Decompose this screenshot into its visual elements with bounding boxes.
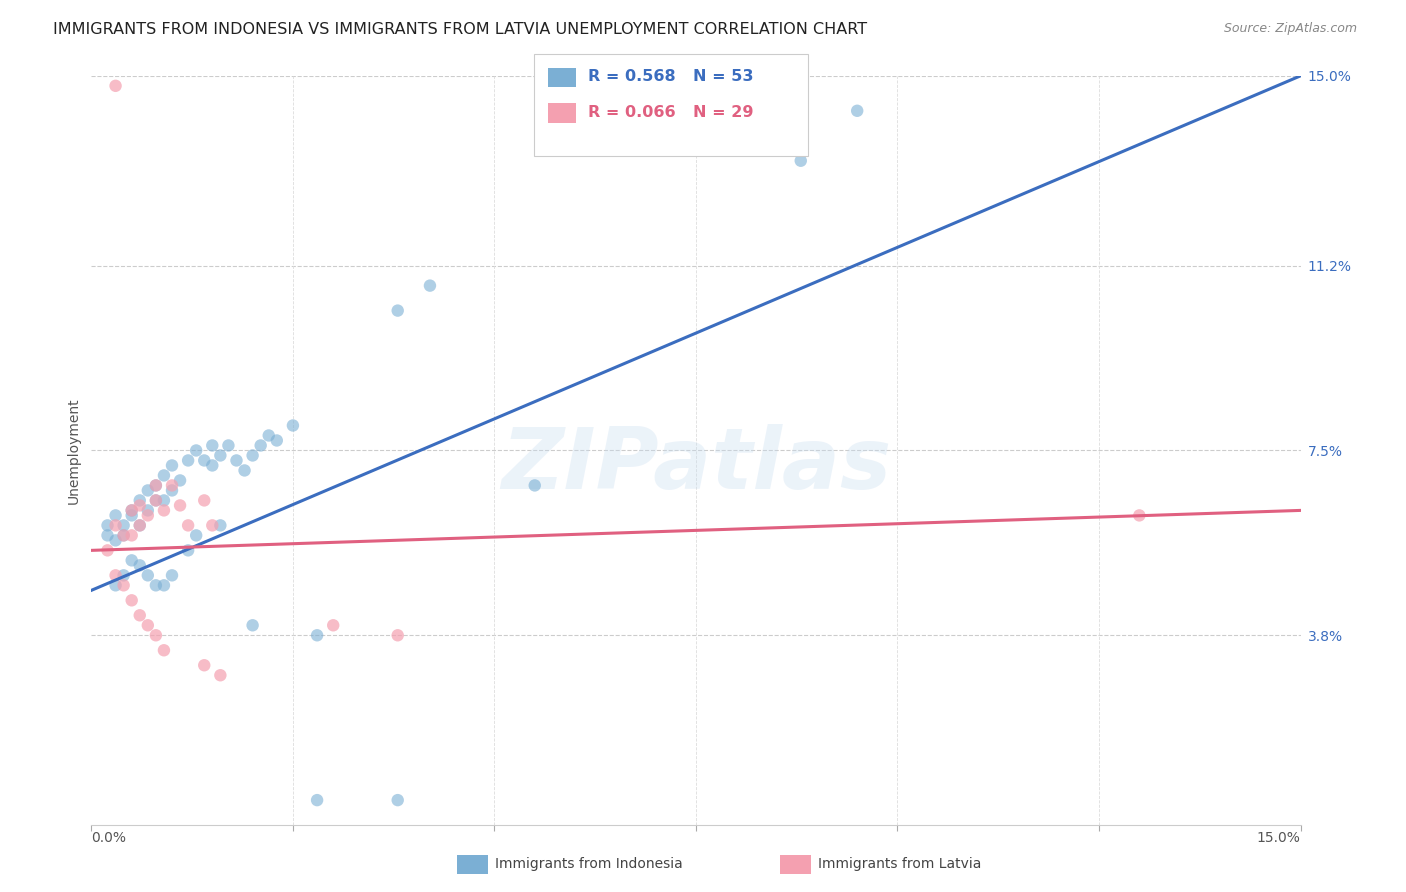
Point <box>322 618 344 632</box>
Text: Immigrants from Indonesia: Immigrants from Indonesia <box>495 857 683 871</box>
Point <box>145 478 167 492</box>
Point <box>160 458 183 473</box>
Point <box>201 518 224 533</box>
Text: N = 53: N = 53 <box>693 70 754 84</box>
Point <box>145 478 167 492</box>
Point <box>160 478 183 492</box>
Point <box>104 508 127 523</box>
Point <box>96 528 118 542</box>
Point <box>128 499 150 513</box>
Point <box>153 643 176 657</box>
Point <box>307 793 329 807</box>
Point <box>233 463 256 477</box>
Point <box>225 453 247 467</box>
Text: R = 0.066: R = 0.066 <box>588 105 675 120</box>
Point <box>419 278 441 293</box>
Point <box>112 578 135 592</box>
Text: 15.0%: 15.0% <box>1257 831 1301 845</box>
Point <box>136 503 159 517</box>
Point <box>104 518 127 533</box>
Point <box>242 618 264 632</box>
Point <box>790 153 813 168</box>
Point <box>186 528 208 542</box>
Point <box>169 474 191 488</box>
Point <box>193 493 215 508</box>
Point <box>121 528 143 542</box>
Point <box>136 508 159 523</box>
Point <box>121 593 143 607</box>
Point <box>249 438 271 452</box>
Point <box>145 628 167 642</box>
Point <box>160 568 183 582</box>
Text: 0.0%: 0.0% <box>91 831 127 845</box>
Point <box>121 503 143 517</box>
Point <box>177 518 200 533</box>
Point <box>153 503 176 517</box>
Point <box>209 518 232 533</box>
Point <box>523 478 546 492</box>
Point <box>104 533 127 548</box>
Point <box>128 608 150 623</box>
Text: IMMIGRANTS FROM INDONESIA VS IMMIGRANTS FROM LATVIA UNEMPLOYMENT CORRELATION CHA: IMMIGRANTS FROM INDONESIA VS IMMIGRANTS … <box>53 22 868 37</box>
Point <box>201 458 224 473</box>
Point <box>153 578 176 592</box>
Point <box>121 503 143 517</box>
Point <box>387 793 409 807</box>
Text: N = 29: N = 29 <box>693 105 754 120</box>
Point <box>177 543 200 558</box>
Point <box>128 518 150 533</box>
Point <box>160 483 183 498</box>
Point <box>121 508 143 523</box>
Point <box>242 449 264 463</box>
Point <box>128 493 150 508</box>
Point <box>136 618 159 632</box>
Point <box>145 493 167 508</box>
Point <box>209 668 232 682</box>
Point <box>209 449 232 463</box>
Point <box>186 443 208 458</box>
Point <box>128 558 150 573</box>
Point <box>169 499 191 513</box>
Point <box>104 568 127 582</box>
Point <box>177 453 200 467</box>
Text: ZIPatlas: ZIPatlas <box>501 424 891 507</box>
Text: Immigrants from Latvia: Immigrants from Latvia <box>818 857 981 871</box>
Point <box>136 568 159 582</box>
Point <box>846 103 869 118</box>
Text: R = 0.568: R = 0.568 <box>588 70 675 84</box>
Text: Source: ZipAtlas.com: Source: ZipAtlas.com <box>1223 22 1357 36</box>
Y-axis label: Unemployment: Unemployment <box>66 397 80 504</box>
Point <box>112 528 135 542</box>
Point <box>257 428 280 442</box>
Point <box>112 528 135 542</box>
Point <box>112 568 135 582</box>
Point <box>266 434 288 448</box>
Point <box>112 518 135 533</box>
Point <box>128 518 150 533</box>
Point <box>96 543 118 558</box>
Point <box>136 483 159 498</box>
Point <box>201 438 224 452</box>
Point <box>387 628 409 642</box>
Point <box>281 418 304 433</box>
Point <box>387 303 409 318</box>
Point <box>193 658 215 673</box>
Point <box>145 493 167 508</box>
Point <box>96 518 118 533</box>
Point <box>307 628 329 642</box>
Point <box>153 468 176 483</box>
Point <box>104 78 127 93</box>
Point <box>145 578 167 592</box>
Point <box>121 553 143 567</box>
Point <box>153 493 176 508</box>
Point <box>104 578 127 592</box>
Point <box>193 453 215 467</box>
Point <box>1128 508 1150 523</box>
Point <box>217 438 239 452</box>
